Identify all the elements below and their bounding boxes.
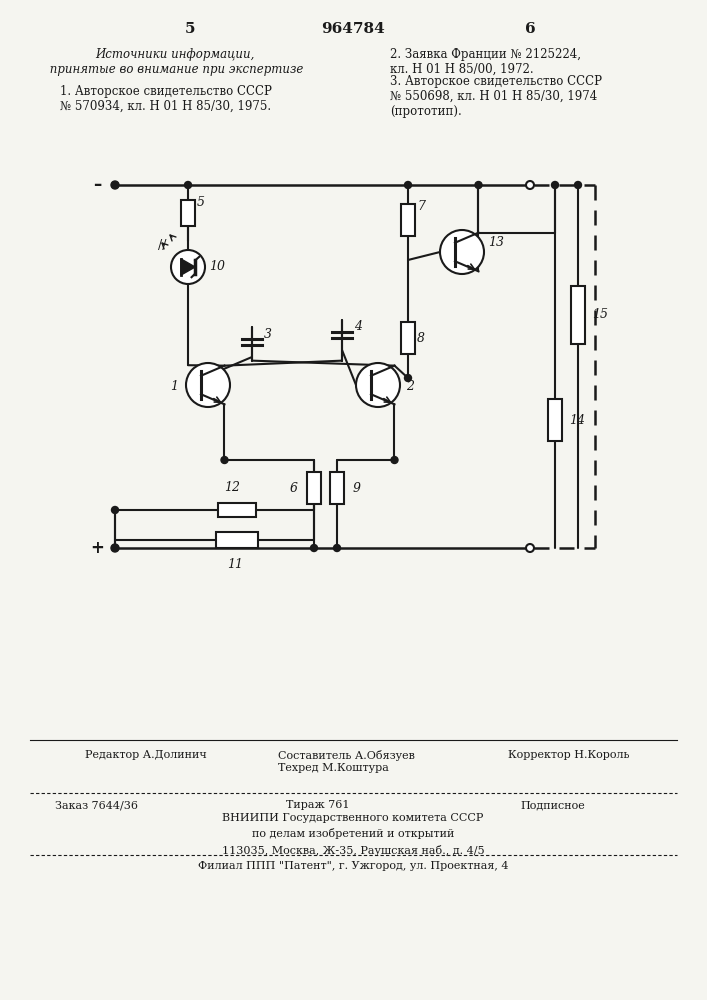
- Text: +: +: [90, 539, 104, 557]
- Text: 10: 10: [209, 260, 225, 273]
- Circle shape: [551, 182, 559, 188]
- Text: 5: 5: [197, 196, 205, 210]
- Text: 3. Авторское свидетельство СССР
№ 550698, кл. Н 01 Н 85/30, 1974
(прототип).: 3. Авторское свидетельство СССР № 550698…: [390, 75, 602, 118]
- Bar: [548, 399, 562, 441]
- Text: –: –: [93, 176, 101, 194]
- Text: 11: 11: [227, 558, 243, 571]
- Circle shape: [575, 182, 581, 188]
- Text: Заказ 7644/36: Заказ 7644/36: [55, 800, 138, 810]
- Circle shape: [440, 230, 484, 274]
- Text: 15: 15: [592, 308, 608, 322]
- Text: Редактор А.Долинич: Редактор А.Долинич: [85, 750, 206, 760]
- Text: Корректор Н.Король: Корректор Н.Король: [508, 750, 629, 760]
- Text: 7: 7: [417, 200, 425, 213]
- Bar: [571, 286, 585, 344]
- Bar: [307, 472, 321, 504]
- Circle shape: [221, 456, 228, 464]
- Text: 2. Заявка Франции № 2125224,
кл. Н 01 Н 85/00, 1972.: 2. Заявка Франции № 2125224, кл. Н 01 Н …: [390, 48, 581, 76]
- Text: 6: 6: [290, 482, 298, 494]
- Text: Источники информации,
 принятые во внимание при экспертизе: Источники информации, принятые во вниман…: [47, 48, 304, 76]
- Circle shape: [171, 250, 205, 284]
- Bar: [181, 200, 195, 226]
- Text: 8: 8: [417, 332, 425, 344]
- Polygon shape: [181, 259, 195, 275]
- Text: 13: 13: [488, 235, 504, 248]
- Circle shape: [111, 544, 119, 552]
- Text: 12: 12: [224, 481, 240, 494]
- Text: 964784: 964784: [321, 22, 385, 36]
- Text: Тираж 761: Тираж 761: [286, 800, 350, 810]
- Text: Составитель А.Обязуев
Техред М.Коштура: Составитель А.Обязуев Техред М.Коштура: [278, 750, 415, 773]
- Bar: [401, 204, 415, 236]
- Circle shape: [334, 544, 341, 552]
- Text: 9: 9: [353, 482, 361, 494]
- Circle shape: [356, 363, 400, 407]
- Text: 2: 2: [406, 380, 414, 393]
- Text: Подписное: Подписное: [520, 800, 585, 810]
- Circle shape: [526, 544, 534, 552]
- Circle shape: [475, 182, 482, 188]
- Text: 1. Авторское свидетельство СССР
№ 570934, кл. Н 01 Н 85/30, 1975.: 1. Авторское свидетельство СССР № 570934…: [60, 85, 272, 113]
- Circle shape: [310, 544, 317, 552]
- Text: Филиал ППП "Патент", г. Ужгород, ул. Проектная, 4: Филиал ППП "Патент", г. Ужгород, ул. Про…: [198, 861, 508, 871]
- Circle shape: [391, 456, 398, 464]
- Circle shape: [404, 182, 411, 188]
- Text: 5: 5: [185, 22, 195, 36]
- Text: 3: 3: [264, 328, 272, 340]
- Circle shape: [112, 506, 119, 514]
- Text: 4: 4: [354, 320, 362, 334]
- Text: //: //: [158, 238, 167, 251]
- Bar: [216, 532, 258, 548]
- Text: 6: 6: [525, 22, 535, 36]
- Bar: [330, 472, 344, 504]
- Text: 1: 1: [170, 380, 178, 393]
- Text: ВНИИПИ Государственного комитета СССР
по делам изобретений и открытий
113035, Мо: ВНИИПИ Государственного комитета СССР по…: [222, 813, 484, 856]
- Circle shape: [111, 181, 119, 189]
- Circle shape: [526, 181, 534, 189]
- Bar: [401, 322, 415, 354]
- Circle shape: [186, 363, 230, 407]
- Bar: [218, 503, 256, 517]
- Circle shape: [404, 374, 411, 381]
- Text: 14: 14: [569, 414, 585, 426]
- Circle shape: [185, 182, 192, 188]
